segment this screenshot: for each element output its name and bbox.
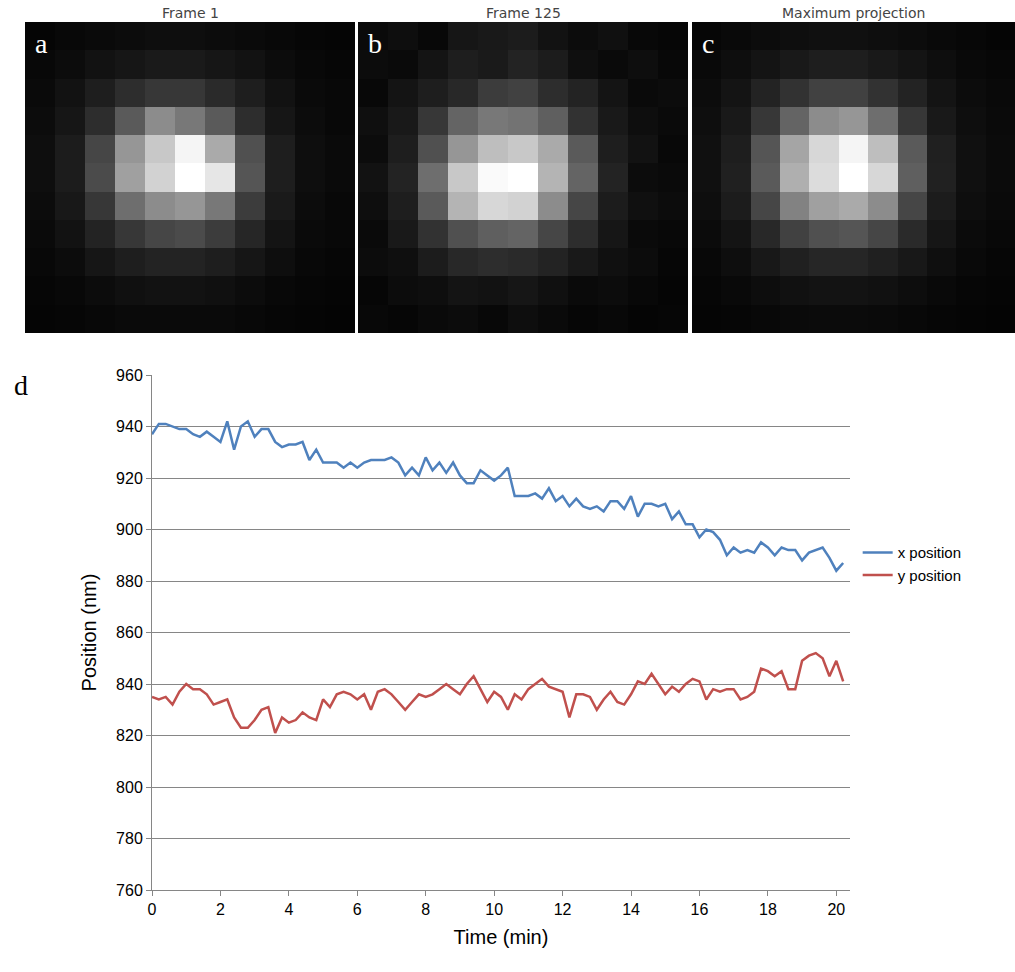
svg-text:860: 860 [116,624,143,641]
svg-text:840: 840 [116,676,143,693]
svg-text:900: 900 [116,521,143,538]
svg-text:d: d [14,370,28,401]
svg-text:760: 760 [116,882,143,899]
svg-text:6: 6 [353,901,362,918]
svg-text:Frame 1: Frame 1 [162,5,219,21]
svg-text:14: 14 [622,901,640,918]
svg-text:780: 780 [116,830,143,847]
svg-text:20: 20 [827,901,845,918]
svg-text:Maximum projection: Maximum projection [782,5,925,21]
svg-text:10: 10 [485,901,503,918]
svg-text:820: 820 [116,727,143,744]
svg-text:4: 4 [284,901,293,918]
svg-text:940: 940 [116,418,143,435]
svg-text:16: 16 [691,901,709,918]
svg-text:Position (nm): Position (nm) [78,574,100,692]
svg-text:800: 800 [116,779,143,796]
svg-text:c: c [702,28,714,59]
svg-text:960: 960 [116,367,143,384]
svg-text:880: 880 [116,573,143,590]
svg-text:12: 12 [554,901,572,918]
svg-text:Frame 125: Frame 125 [486,5,561,21]
svg-text:920: 920 [116,470,143,487]
svg-text:0: 0 [148,901,157,918]
svg-text:a: a [35,28,48,59]
svg-text:2: 2 [216,901,225,918]
svg-text:b: b [368,28,382,59]
svg-text:x position: x position [898,544,961,561]
svg-text:Time (min): Time (min) [454,926,549,948]
svg-text:8: 8 [421,901,430,918]
svg-text:18: 18 [759,901,777,918]
svg-text:y position: y position [898,567,961,584]
